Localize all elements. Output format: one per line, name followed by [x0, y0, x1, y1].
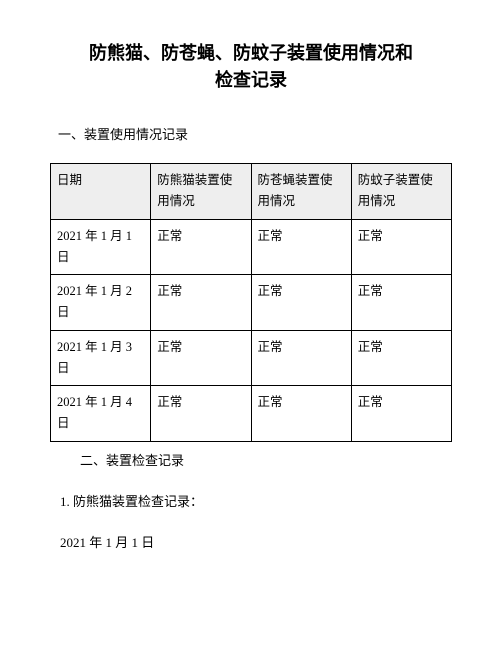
section-1-heading: 一、装置使用情况记录: [58, 124, 452, 143]
inspection-date: 2021 年 1 月 1 日: [60, 532, 452, 551]
cell-panda: 正常: [151, 275, 251, 331]
cell-fly: 正常: [251, 275, 351, 331]
col-mosquito-header: 防蚊子装置使用情况: [351, 164, 451, 220]
cell-mosquito: 正常: [351, 386, 451, 442]
cell-date: 2021 年 1 月 4 日: [51, 386, 151, 442]
col-panda-header: 防熊猫装置使用情况: [151, 164, 251, 220]
cell-date: 2021 年 1 月 2 日: [51, 275, 151, 331]
cell-fly: 正常: [251, 386, 351, 442]
table-row: 2021 年 1 月 2 日 正常 正常 正常: [51, 275, 452, 331]
section-2-heading: 二、装置检查记录: [80, 450, 452, 469]
table-header-row: 日期 防熊猫装置使用情况 防苍蝇装置使用情况 防蚊子装置使用情况: [51, 164, 452, 220]
table-row: 2021 年 1 月 1 日 正常 正常 正常: [51, 219, 452, 275]
col-date-header: 日期: [51, 164, 151, 220]
cell-panda: 正常: [151, 330, 251, 386]
document-title: 防熊猫、防苍蝇、防蚊子装置使用情况和 检查记录: [50, 40, 452, 94]
cell-mosquito: 正常: [351, 330, 451, 386]
subitem-1: 1. 防熊猫装置检查记录：: [60, 491, 452, 510]
cell-panda: 正常: [151, 386, 251, 442]
title-line-1: 防熊猫、防苍蝇、防蚊子装置使用情况和: [89, 43, 413, 63]
table-row: 2021 年 1 月 4 日 正常 正常 正常: [51, 386, 452, 442]
cell-date: 2021 年 1 月 1 日: [51, 219, 151, 275]
usage-table: 日期 防熊猫装置使用情况 防苍蝇装置使用情况 防蚊子装置使用情况 2021 年 …: [50, 163, 452, 442]
cell-mosquito: 正常: [351, 219, 451, 275]
cell-mosquito: 正常: [351, 275, 451, 331]
cell-fly: 正常: [251, 219, 351, 275]
table-row: 2021 年 1 月 3 日 正常 正常 正常: [51, 330, 452, 386]
col-fly-header: 防苍蝇装置使用情况: [251, 164, 351, 220]
title-line-2: 检查记录: [215, 70, 287, 90]
cell-date: 2021 年 1 月 3 日: [51, 330, 151, 386]
cell-fly: 正常: [251, 330, 351, 386]
cell-panda: 正常: [151, 219, 251, 275]
